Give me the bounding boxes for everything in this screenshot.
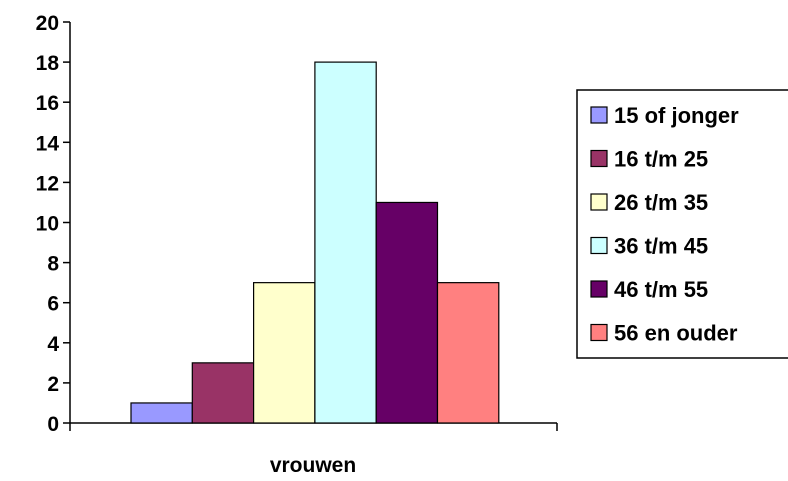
legend-label: 16 t/m 25 — [614, 147, 708, 172]
legend-swatch — [590, 236, 608, 255]
y-tick-label: 20 — [36, 12, 59, 35]
legend-box — [576, 89, 788, 359]
bar-3 — [253, 282, 316, 424]
legend-swatch — [590, 323, 608, 342]
y-tick-label: 6 — [47, 293, 59, 316]
y-tick-label: 0 — [47, 413, 59, 436]
legend-swatch — [590, 149, 608, 168]
legend-swatch — [590, 106, 608, 124]
legend-label: 56 en ouder — [614, 321, 738, 346]
y-tick-label: 18 — [36, 52, 60, 75]
y-tick-label: 12 — [36, 172, 59, 195]
y-tick-label: 16 — [36, 92, 59, 115]
legend-label: 36 t/m 45 — [614, 234, 708, 259]
legend-swatch — [590, 193, 608, 211]
legend: 15 of jonger 16 t/m 25 26 t/m 35 36 t/m 45 4… — [576, 89, 788, 359]
bar-4 — [314, 61, 377, 424]
y-tick-label: 10 — [36, 213, 59, 236]
bar-6 — [436, 282, 500, 424]
bar-2 — [191, 362, 255, 424]
x-tick-label: vrouwen — [270, 454, 356, 477]
legend-label: 26 t/m 35 — [614, 190, 708, 215]
legend-label: 46 t/m 55 — [614, 277, 708, 302]
legend-label: 15 of jonger — [614, 103, 739, 128]
bar-1 — [130, 402, 193, 424]
bar-5 — [375, 201, 439, 424]
y-tick-label: 2 — [47, 373, 59, 396]
bars — [130, 61, 500, 424]
y-ticks: 0 2 4 6 8 10 12 14 16 18 20 — [36, 12, 70, 436]
y-tick-label: 14 — [36, 132, 60, 155]
y-tick-label: 8 — [47, 253, 59, 276]
plot-area: 0 2 4 6 8 10 12 14 16 18 20 vrouwen — [36, 12, 558, 477]
legend-swatch — [590, 280, 608, 298]
y-tick-label: 4 — [47, 333, 59, 356]
